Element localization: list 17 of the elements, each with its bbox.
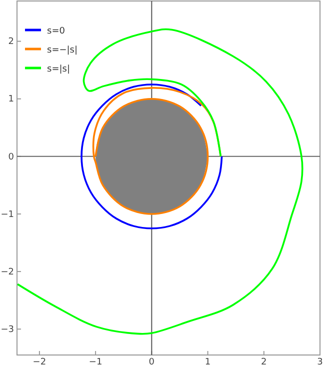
line-series (80, 84, 223, 230)
legend-label: s=−|s| (47, 46, 78, 56)
x-tick-label: 0 (148, 357, 155, 367)
y-tick-label: 0 (8, 152, 14, 162)
x-tick-label: 3 (317, 357, 323, 367)
line-series (16, 28, 304, 335)
x-tick-label: −1 (88, 357, 102, 367)
x-tick-label: 2 (261, 357, 267, 367)
x-tick-label: −2 (32, 357, 46, 367)
y-tick-label: 2 (8, 37, 14, 48)
legend-label: s=0 (47, 26, 66, 36)
y-tick-label: −3 (0, 324, 14, 335)
legend-label: s=|s| (47, 64, 70, 74)
y-tick-label: −2 (0, 267, 14, 278)
y-tick-label: −1 (0, 210, 14, 220)
x-tick-label: 1 (204, 357, 211, 367)
y-tick-label: 1 (8, 94, 14, 105)
